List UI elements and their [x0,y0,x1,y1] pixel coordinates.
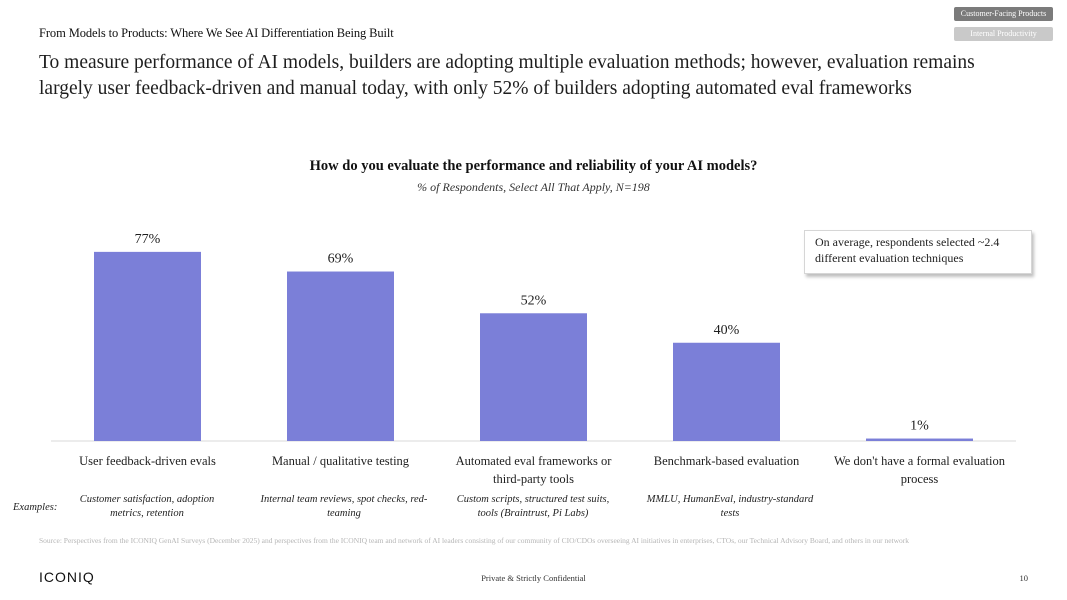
category-label-benchmarks: Benchmark-based evaluation [654,454,800,468]
bar-manual-testing [287,271,394,441]
nav-tag-customer-facing[interactable]: Customer-Facing Products [954,7,1053,21]
section-title: From Models to Products: Where We See AI… [39,26,394,40]
confidential-note: Private & Strictly Confidential [481,573,586,583]
average-callout: On average, respondents selected ~2.4 di… [804,230,1032,274]
example-automated-evals: Custom scripts, structured test suits, t… [456,494,610,519]
example-benchmarks: MMLU, HumanEval, industry-standard tests [646,494,814,519]
category-label-user-feedback: User feedback-driven evals [79,454,216,468]
bar-automated-evals [480,313,587,441]
iconiq-logo: ICONIQ [39,569,95,585]
value-label-manual-testing: 69% [328,252,354,267]
chart-subtitle: % of Respondents, Select All That Apply,… [417,180,650,194]
category-label-no-formal-process: process [901,472,939,486]
source-note: Source: Perspectives from the ICONIQ Gen… [39,536,910,545]
bar-benchmarks [673,342,780,441]
headline: To measure performance of AI models, bui… [39,52,975,99]
value-label-no-formal-process: 1% [910,419,929,434]
value-label-benchmarks: 40% [714,323,740,338]
examples-label: Examples: [13,502,58,513]
value-label-automated-evals: 52% [521,293,547,308]
bar-user-feedback [94,251,201,441]
bar-no-formal-process [866,438,973,441]
category-label-manual-testing: Manual / qualitative testing [272,454,410,468]
example-manual-testing: Internal team reviews, spot checks, red-… [260,494,428,519]
example-user-feedback: Customer satisfaction, adoption metrics,… [79,494,215,519]
nav-tag-internal-productivity[interactable]: Internal Productivity [954,27,1053,41]
category-label-automated-evals: third-party tools [493,472,574,486]
value-label-user-feedback: 77% [135,232,161,247]
category-label-automated-evals: Automated eval frameworks or [456,454,613,468]
category-label-no-formal-process: We don't have a formal evaluation [834,454,1006,468]
page-number: 10 [1019,573,1029,583]
chart-title: How do you evaluate the performance and … [309,158,758,174]
